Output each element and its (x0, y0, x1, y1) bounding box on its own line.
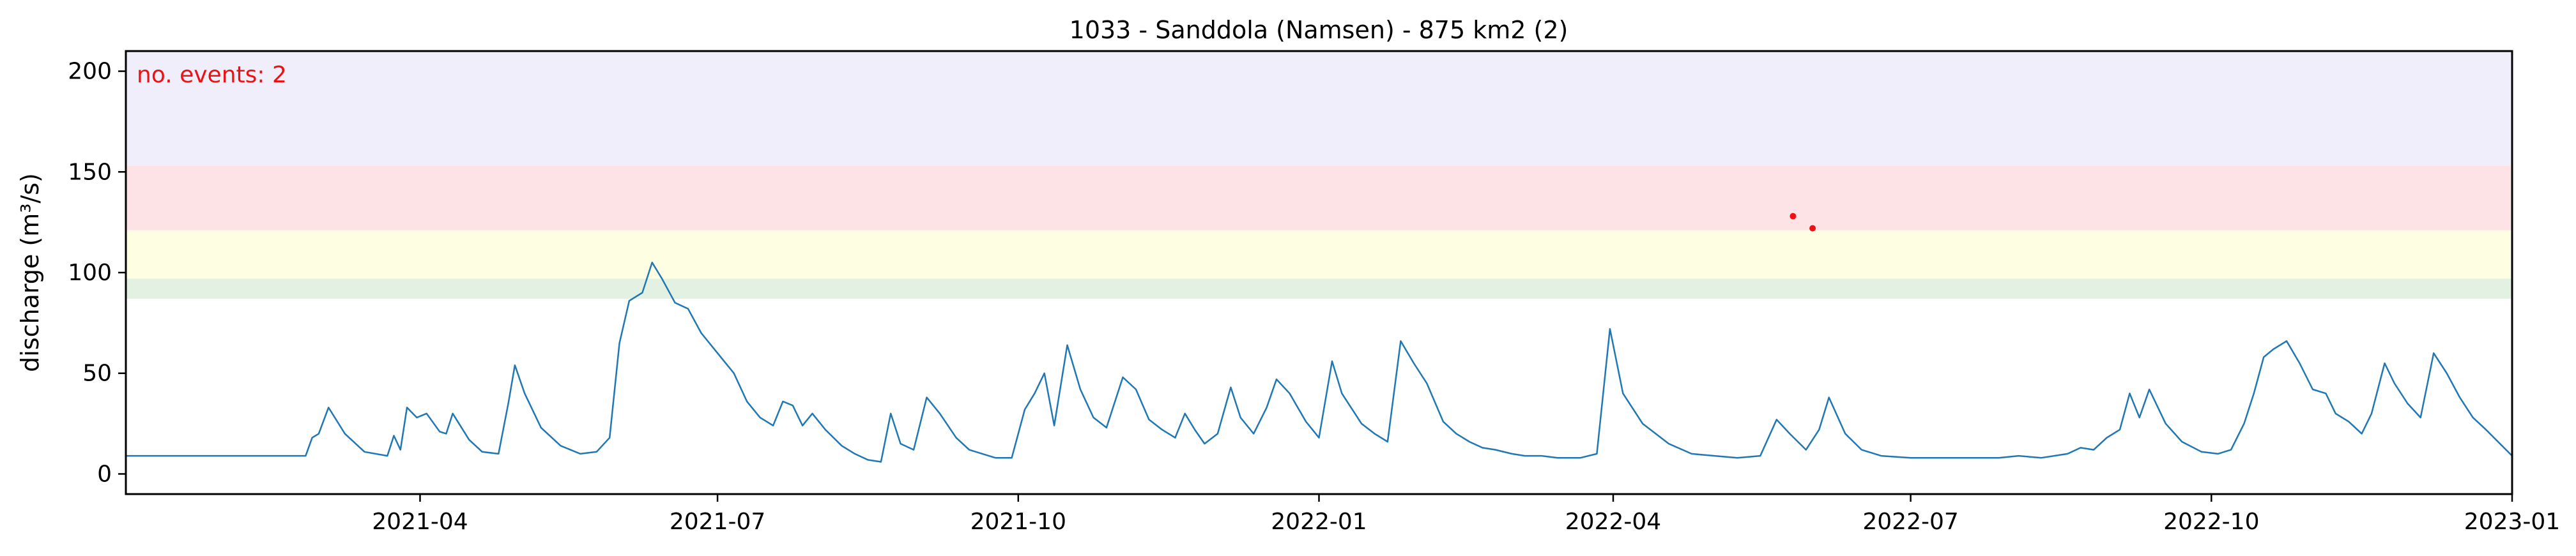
y-tick-label: 100 (68, 260, 112, 286)
y-axis: 0 50 100 150 200 (68, 59, 126, 487)
x-tick-label: 2022-01 (1271, 509, 1367, 535)
threshold-bands (126, 51, 2512, 299)
y-tick-label: 150 (68, 159, 112, 185)
series-layer (126, 261, 2513, 463)
threshold-band-3 (126, 165, 2512, 230)
event-marker-2 (1809, 225, 1816, 232)
x-tick-label: 2023-01 (2464, 509, 2560, 535)
x-tick-label: 2022-10 (2163, 509, 2259, 535)
x-tick-label: 2021-10 (970, 509, 1066, 535)
y-tick-label: 0 (97, 461, 112, 487)
y-axis-label: discharge (m³/s) (16, 173, 44, 372)
events-annotation: no. events: 2 (137, 62, 287, 88)
threshold-band-4 (126, 51, 2512, 166)
y-tick-label: 50 (82, 361, 112, 387)
x-tick-label: 2022-04 (1565, 509, 1661, 535)
discharge-line (126, 261, 2513, 463)
threshold-band-2 (126, 230, 2512, 279)
x-axis: 2021-04 2021-07 2021-10 2022-01 2022-04 2022-… (372, 494, 2560, 535)
chart-title: 1033 - Sanddola (Namsen) - 875 km2 (2) (1070, 16, 1568, 44)
event-markers (1790, 213, 1816, 232)
x-tick-label: 2021-07 (670, 509, 765, 535)
y-tick-label: 200 (68, 59, 112, 85)
x-tick-label: 2022-07 (1862, 509, 1958, 535)
event-marker-1 (1790, 213, 1797, 220)
threshold-band-1 (126, 278, 2512, 299)
x-tick-label: 2021-04 (372, 509, 468, 535)
